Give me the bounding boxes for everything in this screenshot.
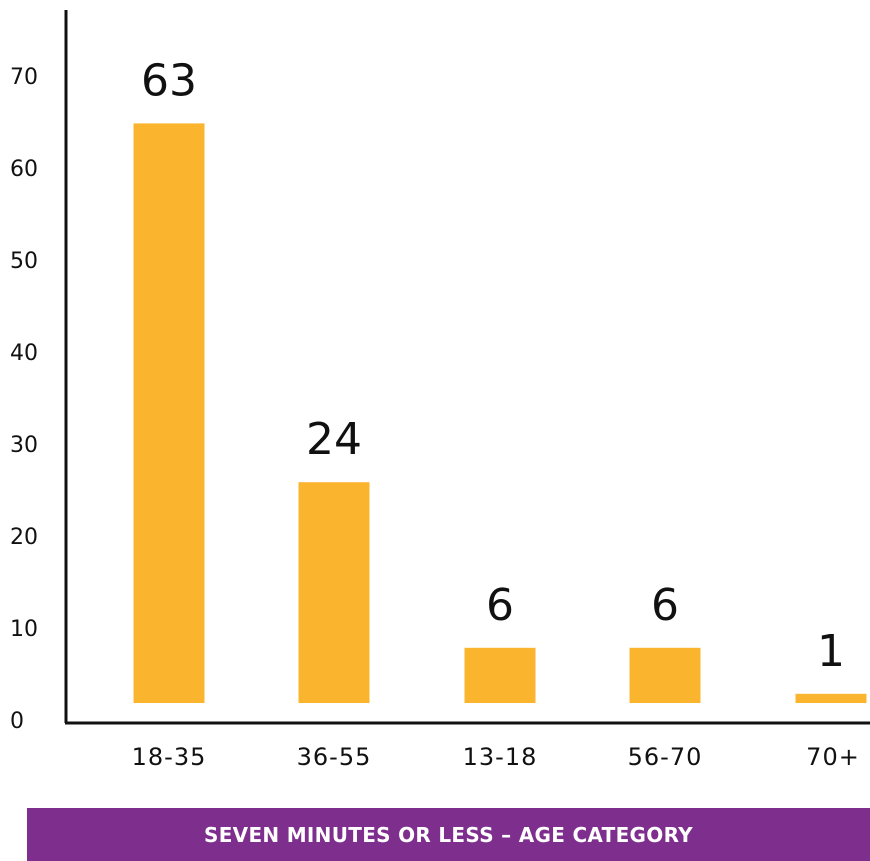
x-axis-ticks: 18-35 36-55 13-18 56-70 70+ [132, 743, 860, 770]
y-tick-label: 70 [10, 65, 38, 90]
x-tick-label: 13-18 [463, 743, 538, 770]
y-tick-label: 60 [10, 157, 38, 182]
y-tick-label: 30 [10, 433, 38, 458]
x-tick-label: 56-70 [628, 743, 703, 770]
data-label: 1 [817, 626, 845, 677]
y-tick-label: 10 [10, 617, 38, 642]
x-tick-label: 36-55 [297, 743, 372, 770]
data-labels: 63 24 6 6 1 [141, 55, 845, 676]
bar-chart: 0 10 20 30 40 50 60 70 63 24 6 6 1 18-35 36-55 13-18 5… [10, 10, 870, 770]
data-label: 6 [651, 580, 679, 631]
bar-13-18 [464, 647, 536, 703]
chart-title: SEVEN MINUTES OR LESS – AGE CATEGORY [204, 822, 693, 847]
bar-56-70 [629, 647, 701, 703]
y-tick-label: 0 [10, 709, 24, 734]
bars [133, 123, 867, 703]
bar-36-55 [298, 482, 370, 703]
bar-70+ [795, 693, 867, 703]
y-axis-ticks: 0 10 20 30 40 50 60 70 [10, 65, 38, 734]
data-label: 63 [141, 55, 197, 106]
y-tick-label: 50 [10, 249, 38, 274]
x-tick-label: 70+ [806, 743, 860, 770]
data-label: 6 [486, 580, 514, 631]
x-tick-label: 18-35 [132, 743, 207, 770]
data-label: 24 [306, 414, 362, 465]
bar-18-35 [133, 123, 205, 703]
y-tick-label: 20 [10, 525, 38, 550]
y-tick-label: 40 [10, 341, 38, 366]
chart-title-banner: SEVEN MINUTES OR LESS – AGE CATEGORY [27, 808, 870, 861]
